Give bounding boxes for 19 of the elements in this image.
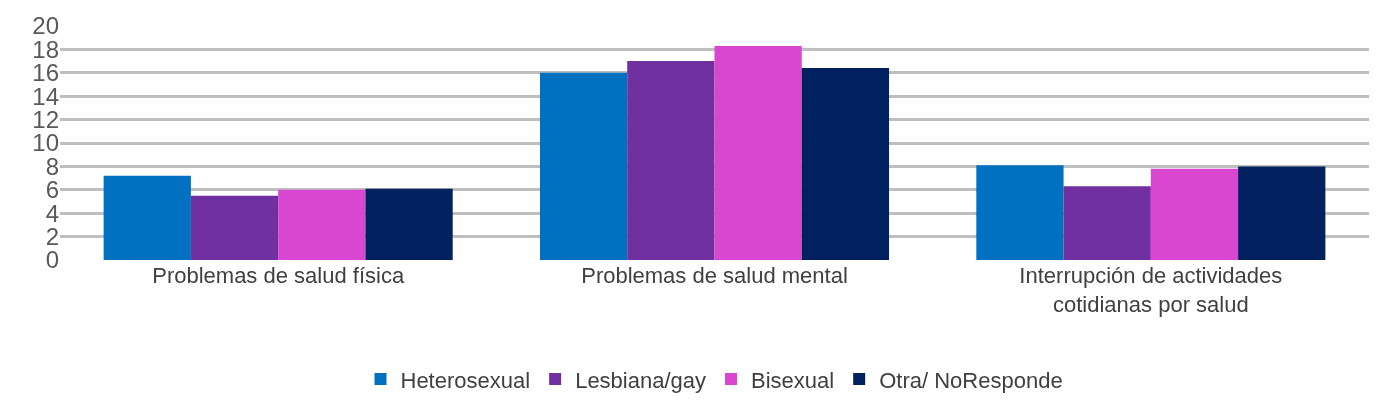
bar — [278, 189, 366, 260]
bar — [1150, 168, 1239, 260]
legend-label: Otra/ NoResponde — [879, 367, 1063, 393]
bar — [714, 45, 802, 260]
x-tick-label: Interrupción de actividades cotidianas por salud — [1019, 263, 1283, 317]
bar — [976, 165, 1064, 260]
bar — [627, 61, 715, 260]
x-tick-label: Problemas de salud mental — [581, 263, 848, 288]
bar — [190, 195, 279, 260]
bar — [1238, 166, 1326, 260]
bar — [1063, 186, 1151, 260]
legend-label: Heterosexual — [400, 367, 531, 393]
bar — [801, 68, 890, 260]
bar — [539, 72, 628, 260]
x-tick-label: Problemas de salud física — [152, 263, 405, 288]
bar — [103, 175, 191, 260]
legend-label: Lesbiana/gay — [575, 367, 707, 393]
legend-label: Bisexual — [751, 367, 835, 393]
bar — [365, 188, 453, 260]
